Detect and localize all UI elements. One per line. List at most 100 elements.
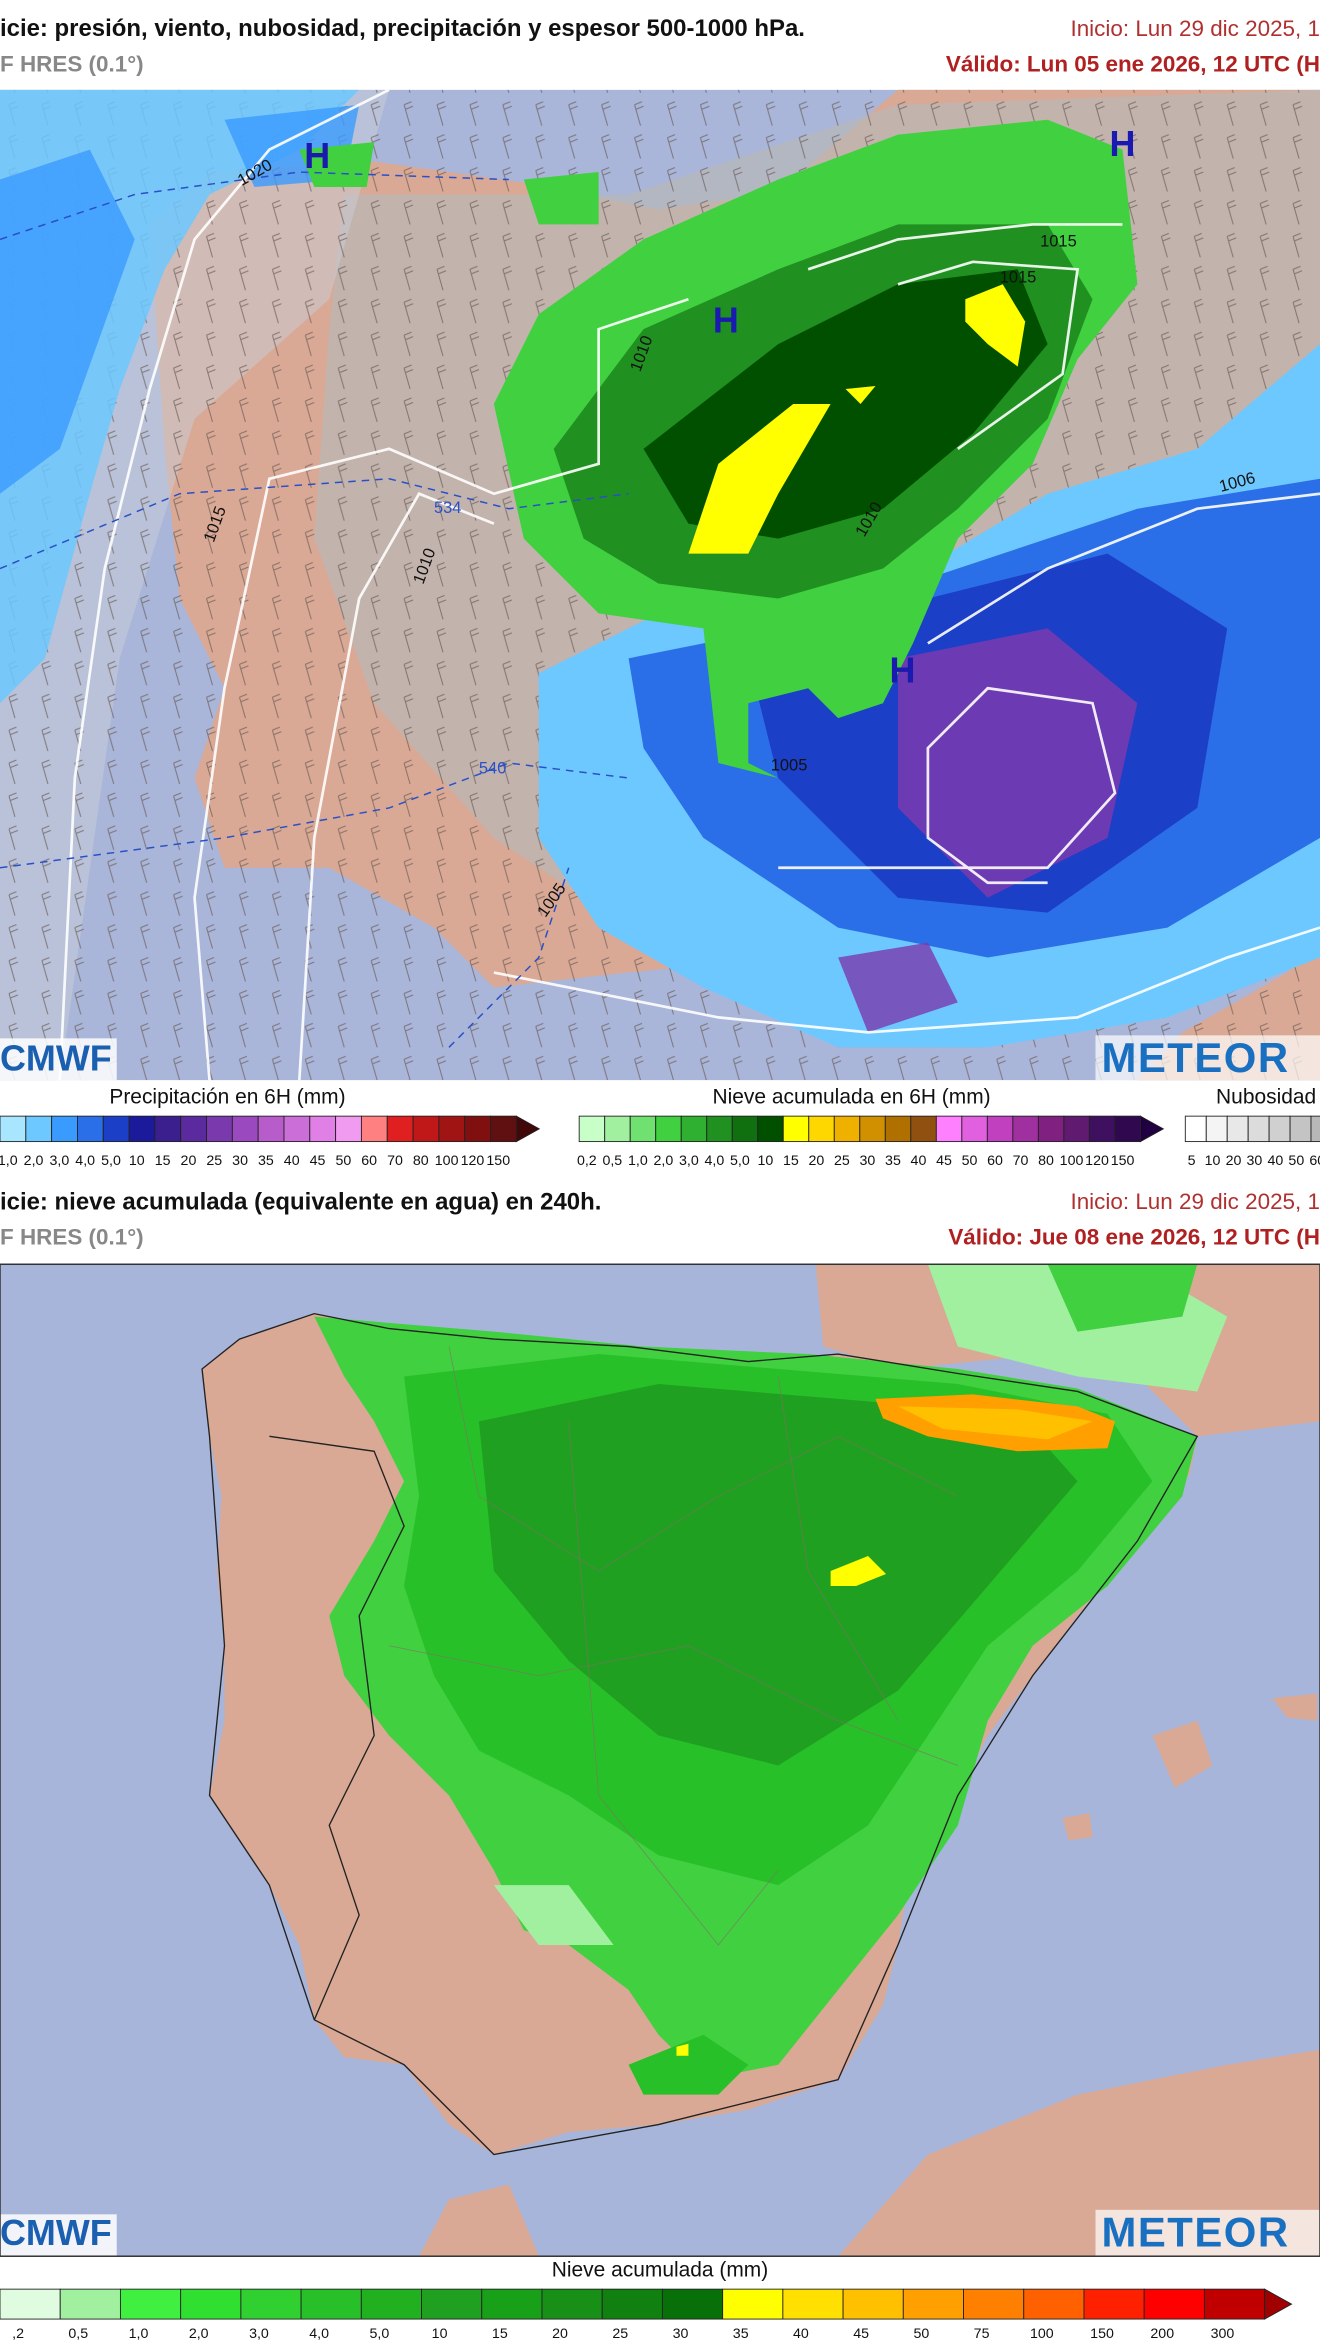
high-pressure-label: H: [889, 650, 915, 691]
legend-swatch: [961, 1115, 988, 1143]
legend-swatch: [77, 1115, 104, 1143]
legend-label: 3,0: [679, 1153, 699, 1169]
legend-label: 0,5: [602, 1153, 622, 1169]
legend-swatch: [360, 1115, 388, 1143]
legend-swatch: [1184, 1115, 1207, 1143]
legend-swatch: [1205, 1115, 1228, 1143]
legend-swatch: [1088, 1115, 1116, 1143]
legend-swatch: [1114, 1115, 1141, 1143]
legend-label: 5: [1188, 1153, 1196, 1169]
legend-swatch: [481, 2288, 543, 2320]
legend-label: 60: [1309, 1153, 1320, 1169]
isobar-label: 1015: [1000, 269, 1037, 287]
isobar-label: 1005: [771, 756, 808, 774]
legend-label: 150: [1090, 2326, 1114, 2342]
legend-label: 2,0: [189, 2326, 209, 2342]
legend-swatch: [1226, 1115, 1249, 1143]
legend-swatch: [119, 2288, 182, 2320]
legend: Precipitación en 6H (mm) 1,0 2,0 3,0 4,0 5,0 1…: [0, 1086, 541, 1169]
legend-label: 150: [486, 1153, 510, 1169]
legend-swatch: [59, 2288, 121, 2320]
high-pressure-label: H: [713, 300, 739, 341]
legend-swatch: [0, 1115, 27, 1143]
legend-label: 5,0: [730, 1153, 750, 1169]
legend-label: 35: [885, 1153, 901, 1169]
legend-label: 100: [435, 1153, 459, 1169]
legend-swatch: [706, 1115, 733, 1143]
legend-label: 45: [853, 2326, 869, 2342]
legend-swatch: [963, 2288, 1025, 2320]
legend-swatch: [231, 1115, 259, 1143]
legend-swatch: [206, 1115, 233, 1143]
model-label: F HRES (0.1°): [0, 52, 144, 77]
legend-swatch: [490, 1115, 517, 1143]
legend-arrow: [1139, 1115, 1165, 1143]
legend-arrow: [515, 1115, 541, 1143]
panel-title: icie: nieve acumulada (equivalente en ag…: [0, 1188, 601, 1215]
legend-label: 150: [1111, 1153, 1135, 1169]
legend-label: 80: [1038, 1153, 1054, 1169]
legend-swatch: [842, 2288, 904, 2320]
legend-label: 40: [793, 2326, 809, 2342]
legend-swatch: [680, 1115, 708, 1143]
legend-title: Nubosidad: [1216, 1086, 1316, 1109]
valid-date: Válido: Jue 08 ene 2026, 12 UTC (H: [948, 1225, 1320, 1250]
logo-right: METEOR: [1101, 2208, 1289, 2255]
legend-label: 10: [758, 1153, 774, 1169]
legend-swatch: [1037, 1115, 1065, 1143]
legend-swatch: [782, 1115, 810, 1143]
legend-label: 3,0: [50, 1153, 70, 1169]
logo-right: METEOR: [1101, 1034, 1289, 1081]
legend-label: 40: [1267, 1153, 1283, 1169]
legend-label: 10: [1205, 1153, 1221, 1169]
legend-swatch: [986, 1115, 1014, 1143]
legend-swatch: [935, 1115, 963, 1143]
legend: Nieve acumulada (mm) ,2 0,5 1,0 2,0 3,0 4,0 5,0…: [0, 2259, 1293, 2342]
legend-swatch: [386, 1115, 414, 1143]
legend-swatch: [421, 2288, 483, 2320]
legend-swatch: [722, 2288, 784, 2320]
legend-title: Precipitación en 6H (mm): [109, 1086, 345, 1109]
legend-swatch: [128, 1115, 156, 1143]
legend-swatch: [731, 1115, 759, 1143]
panel-title: icie: presión, viento, nubosidad, precip…: [0, 15, 805, 42]
legend-swatch: [1012, 1115, 1039, 1143]
legend-label: 1,0: [0, 1153, 18, 1169]
legend-swatch: [0, 2288, 61, 2320]
legend-label: 35: [733, 2326, 749, 2342]
legend-label: 4,0: [309, 2326, 329, 2342]
legend-swatch: [51, 1115, 78, 1143]
legend-label: 50: [962, 1153, 978, 1169]
legend-label: 5,0: [370, 2326, 390, 2342]
high-pressure-label: H: [304, 135, 330, 176]
isobar-label: 1015: [1040, 233, 1077, 251]
legend-label: 4,0: [75, 1153, 95, 1169]
legend-swatch: [1143, 2288, 1205, 2320]
legend-swatch: [1063, 1115, 1090, 1143]
legend-swatch: [180, 2288, 242, 2320]
legend-label: 70: [387, 1153, 403, 1169]
legend-label: 30: [232, 1153, 248, 1169]
init-date: Inicio: Lun 29 dic 2025, 1: [1070, 1189, 1320, 1214]
legend-swatch: [541, 2288, 603, 2320]
legend-title: Nieve acumulada en 6H (mm): [712, 1086, 990, 1109]
legend-swatch: [782, 2288, 844, 2320]
legend-swatch: [412, 1115, 440, 1143]
legend-label: 75: [974, 2326, 990, 2342]
legend-swatch: [833, 1115, 861, 1143]
legend-label: 40: [911, 1153, 927, 1169]
legend-label: 10: [432, 2326, 448, 2342]
legend-label: 15: [492, 2326, 508, 2342]
legend-label: 200: [1150, 2326, 1174, 2342]
legend-label: 2,0: [24, 1153, 44, 1169]
legend-swatch: [1247, 1115, 1270, 1143]
legend-label: 0,2: [577, 1153, 597, 1169]
panel-1-header: icie: presión, viento, nubosidad, precip…: [0, 15, 1320, 76]
legend-swatch: [154, 1115, 182, 1143]
legend-swatch: [438, 1115, 466, 1143]
legend-swatch: [629, 1115, 657, 1143]
legend-label: 60: [361, 1153, 377, 1169]
legend-label: 3,0: [249, 2326, 269, 2342]
legend-swatch: [240, 2288, 302, 2320]
